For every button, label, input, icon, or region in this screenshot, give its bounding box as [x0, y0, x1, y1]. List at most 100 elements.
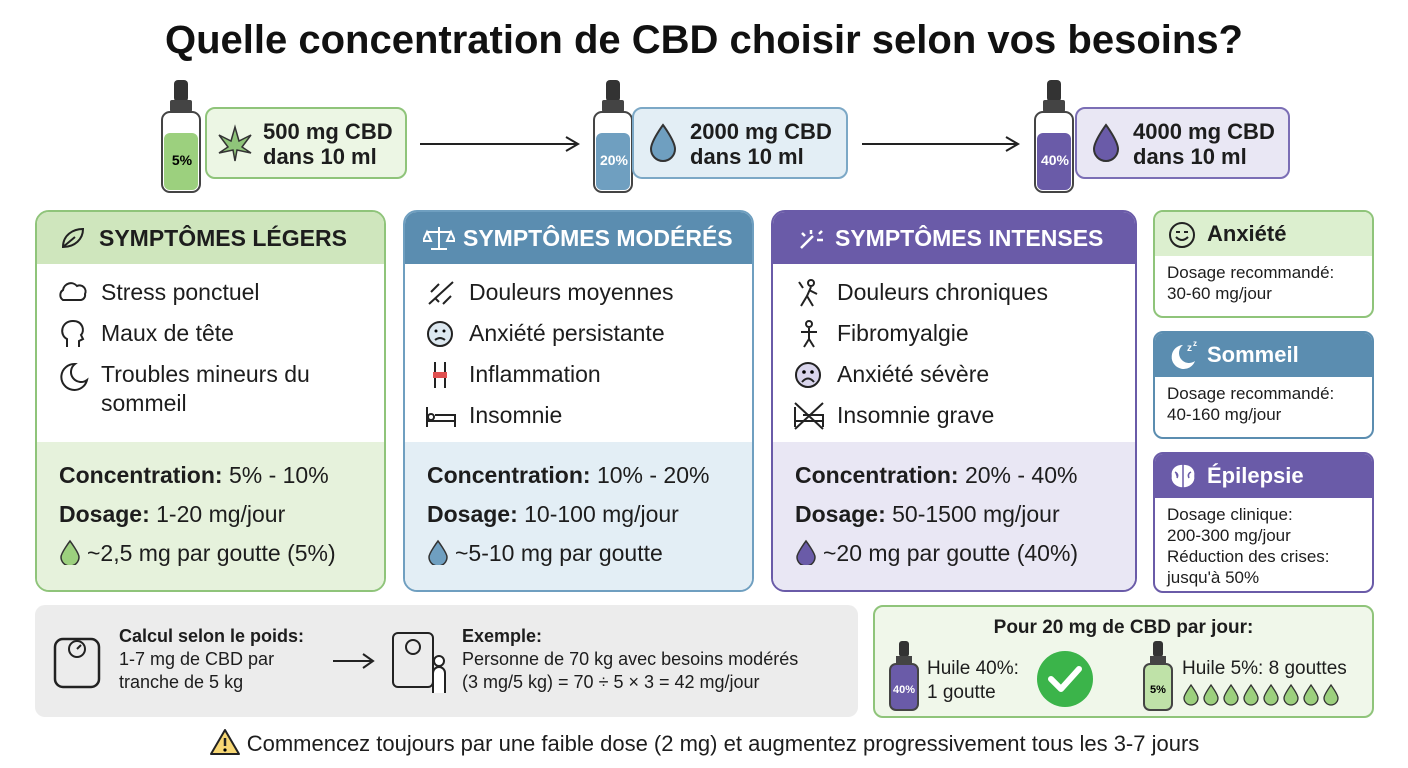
bottle-percent: 20%: [600, 152, 629, 168]
warning: Commencez toujours par une faible dose (…: [0, 728, 1408, 757]
text: 200-300 mg/jour: [1167, 526, 1291, 545]
svg-text:z: z: [1193, 339, 1197, 348]
symptom: Insomnie: [426, 401, 752, 430]
symptom: Anxiété sévère: [795, 360, 1135, 389]
label: Dosage:: [795, 501, 886, 527]
card-footer: Concentration: 5% - 10% Dosage: 1-20 mg/…: [37, 442, 384, 590]
value: 5% - 10%: [228, 462, 329, 488]
card-title: SYMPTÔMES LÉGERS: [37, 212, 384, 264]
weight-box: Calcul selon le poids: 1-7 mg de CBD par…: [35, 605, 858, 717]
text: 4000 mg CBD: [1133, 119, 1275, 144]
drop-icon: [649, 123, 677, 162]
text: Réduction des crises:: [1167, 547, 1330, 566]
bottle-box: 2000 mg CBD dans 10 ml: [632, 107, 848, 179]
bottle-icon: 40%: [889, 641, 919, 711]
warning-icon: [209, 729, 240, 755]
check-icon: [1037, 651, 1093, 707]
daily-title: Pour 20 mg de CBD par jour:: [993, 617, 1254, 638]
card-footer: Concentration: 10% - 20% Dosage: 10-100 …: [405, 442, 752, 590]
side-card: Anxiété Dosage recommandé: 30-60 mg/jour: [1153, 210, 1374, 318]
leaf-icon: [218, 124, 252, 162]
bottle-label: 5%: [1150, 684, 1166, 696]
symptom-list: Douleurs moyennes Anxiété persistante In…: [405, 264, 752, 430]
symptom-list: Douleurs chroniques Fibromyalgie Anxiété…: [773, 264, 1135, 430]
side-title: Épilepsie: [1155, 454, 1372, 498]
symptom: Insomnie grave: [794, 401, 1135, 430]
text: Stress ponctuel: [101, 279, 260, 305]
symptom-list: Stress ponctuel Maux de tête Troubles mi…: [37, 264, 384, 418]
value: 1-20 mg/jour: [156, 501, 286, 527]
card-footer: Concentration: 20% - 40% Dosage: 50-1500…: [773, 442, 1135, 590]
text: Dosage recommandé:: [1167, 263, 1335, 282]
text: 1-7 mg de CBD par: [119, 649, 275, 669]
value: 10% - 20%: [596, 462, 710, 488]
side-card: z z Sommeil Dosage recommandé: 40-160 mg/jo…: [1153, 331, 1374, 439]
text: Anxiété sévère: [837, 361, 990, 387]
text: (3 mg/5 kg) = 70 ÷ 5 × 3 = 42 mg/jour: [462, 672, 760, 692]
text: 1 goutte: [927, 682, 996, 703]
side-title: z z Sommeil: [1155, 333, 1372, 377]
scale-icon: [53, 637, 101, 689]
text: Exemple:: [462, 626, 543, 646]
example-text: Exemple: Personne de 70 kg avec besoins …: [462, 625, 798, 694]
symptom: Troubles mineurs du sommeil: [60, 360, 341, 418]
text: Calcul selon le poids:: [119, 626, 305, 646]
bottle-percent: 5%: [172, 152, 193, 168]
symptom: Stress ponctuel: [59, 278, 384, 307]
side-card: Épilepsie Dosage clinique: 200-300 mg/jou…: [1153, 452, 1374, 593]
symptom: Maux de tête: [61, 319, 384, 348]
bottle-percent: 40%: [1041, 152, 1070, 168]
text: SYMPTÔMES LÉGERS: [99, 225, 347, 251]
text: Fibromyalgie: [837, 320, 969, 346]
bottle-label: 40%: [893, 684, 915, 696]
value: 10-100 mg/jour: [524, 501, 679, 527]
text: Insomnie grave: [837, 402, 995, 428]
text: Sommeil: [1207, 342, 1299, 367]
label: Dosage:: [427, 501, 518, 527]
bottle-icon: 5%: [1143, 641, 1173, 711]
card: SYMPTÔMES LÉGERS Stress ponctuel Maux de…: [35, 210, 386, 592]
text: Troubles mineurs du sommeil: [101, 361, 310, 416]
person-icon: [392, 632, 446, 693]
text: Dosage recommandé:: [1167, 384, 1335, 403]
text: Anxiété persistante: [469, 320, 665, 346]
bottle-box: 500 mg CBD dans 10 ml: [205, 107, 407, 179]
value: ~5-10 mg par goutte: [455, 540, 663, 566]
drops: [1183, 683, 1339, 706]
text: Insomnie: [469, 402, 563, 428]
card: SYMPTÔMES MODÉRÉS Douleurs moyennes Anxi…: [403, 210, 754, 592]
card: SYMPTÔMES INTENSES Douleurs chroniques F…: [771, 210, 1137, 592]
label: Concentration:: [795, 462, 959, 488]
text: 30-60 mg/jour: [1167, 284, 1272, 303]
card-title: SYMPTÔMES INTENSES: [773, 212, 1135, 264]
text: Personne de 70 kg avec besoins modérés: [462, 649, 799, 669]
text: Anxiété: [1207, 221, 1287, 246]
value: ~2,5 mg par goutte (5%): [87, 540, 336, 566]
value: 50-1500 mg/jour: [892, 501, 1060, 527]
text: SYMPTÔMES MODÉRÉS: [463, 225, 733, 251]
symptom: Anxiété persistante: [427, 319, 752, 348]
text: 40-160 mg/jour: [1167, 405, 1282, 424]
card-title: SYMPTÔMES MODÉRÉS: [405, 212, 752, 264]
drop-icon: [1092, 123, 1120, 162]
text: dans 10 ml: [690, 144, 804, 169]
text: jusqu'à 50%: [1167, 568, 1260, 587]
text: tranche de 5 kg: [119, 672, 244, 692]
svg-text:z: z: [1187, 343, 1192, 354]
text: Maux de tête: [101, 320, 234, 346]
text: 2000 mg CBD: [690, 119, 832, 144]
left-text: Huile 40%: 1 goutte: [927, 657, 1019, 705]
text: Huile 40%:: [927, 658, 1019, 679]
weight-text: Calcul selon le poids: 1-7 mg de CBD par…: [119, 625, 304, 694]
text: Épilepsie: [1207, 463, 1304, 488]
text: Inflammation: [469, 361, 601, 387]
text: dans 10 ml: [263, 144, 377, 169]
text: Commencez toujours par une faible dose (…: [246, 731, 1200, 756]
symptom: Douleurs moyennes: [428, 278, 752, 307]
title: Quelle concentration de CBD choisir selo…: [164, 18, 1243, 62]
label: Dosage:: [59, 501, 150, 527]
right-text: Huile 5%: 8 gouttes: [1182, 658, 1347, 679]
label: Concentration:: [427, 462, 591, 488]
